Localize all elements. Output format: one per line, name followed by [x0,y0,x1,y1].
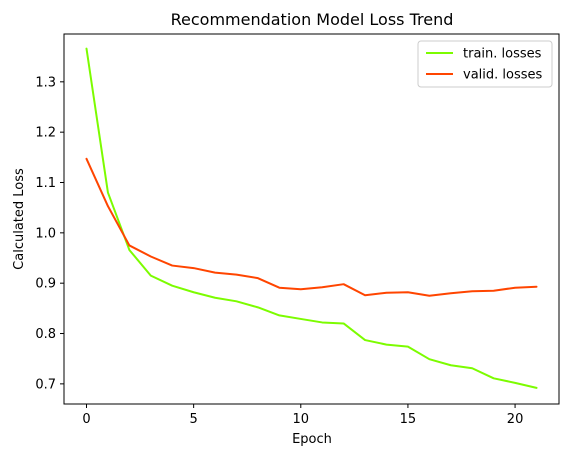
legend-label-valid-losses: valid. losses [463,68,543,83]
y-tick-label: 1.0 [35,226,56,241]
legend-label-train-losses: train. losses [463,47,542,62]
y-axis-ticks: 0.7 0.8 0.9 1.0 1.1 1.2 1.3 [35,75,64,392]
x-tick-label: 20 [507,412,524,427]
series-layer [85,47,538,389]
y-axis-label: Calculated Loss [12,168,27,270]
y-tick-label: 1.3 [35,75,56,90]
series-line-valid-losses [85,157,538,297]
plot-frame [63,33,560,405]
y-tick-label: 0.8 [35,327,56,342]
series-line-train-losses [85,47,538,389]
y-tick-label: 1.2 [35,126,56,141]
chart-title: Recommendation Model Loss Trend [171,10,454,29]
plot-area [64,34,559,404]
y-tick-label: 0.9 [35,277,56,292]
legend: train. losses valid. losses [417,40,553,88]
x-tick-label: 5 [190,412,198,427]
axes-layer [63,33,560,405]
x-axis-label: Epoch [292,432,332,447]
y-tick-label: 1.1 [35,176,56,191]
x-tick-label: 15 [400,412,417,427]
x-tick-label: 0 [82,412,90,427]
x-axis-ticks: 0 5 10 15 20 [82,404,523,427]
y-tick-label: 0.7 [35,377,56,392]
x-tick-label: 10 [293,412,310,427]
